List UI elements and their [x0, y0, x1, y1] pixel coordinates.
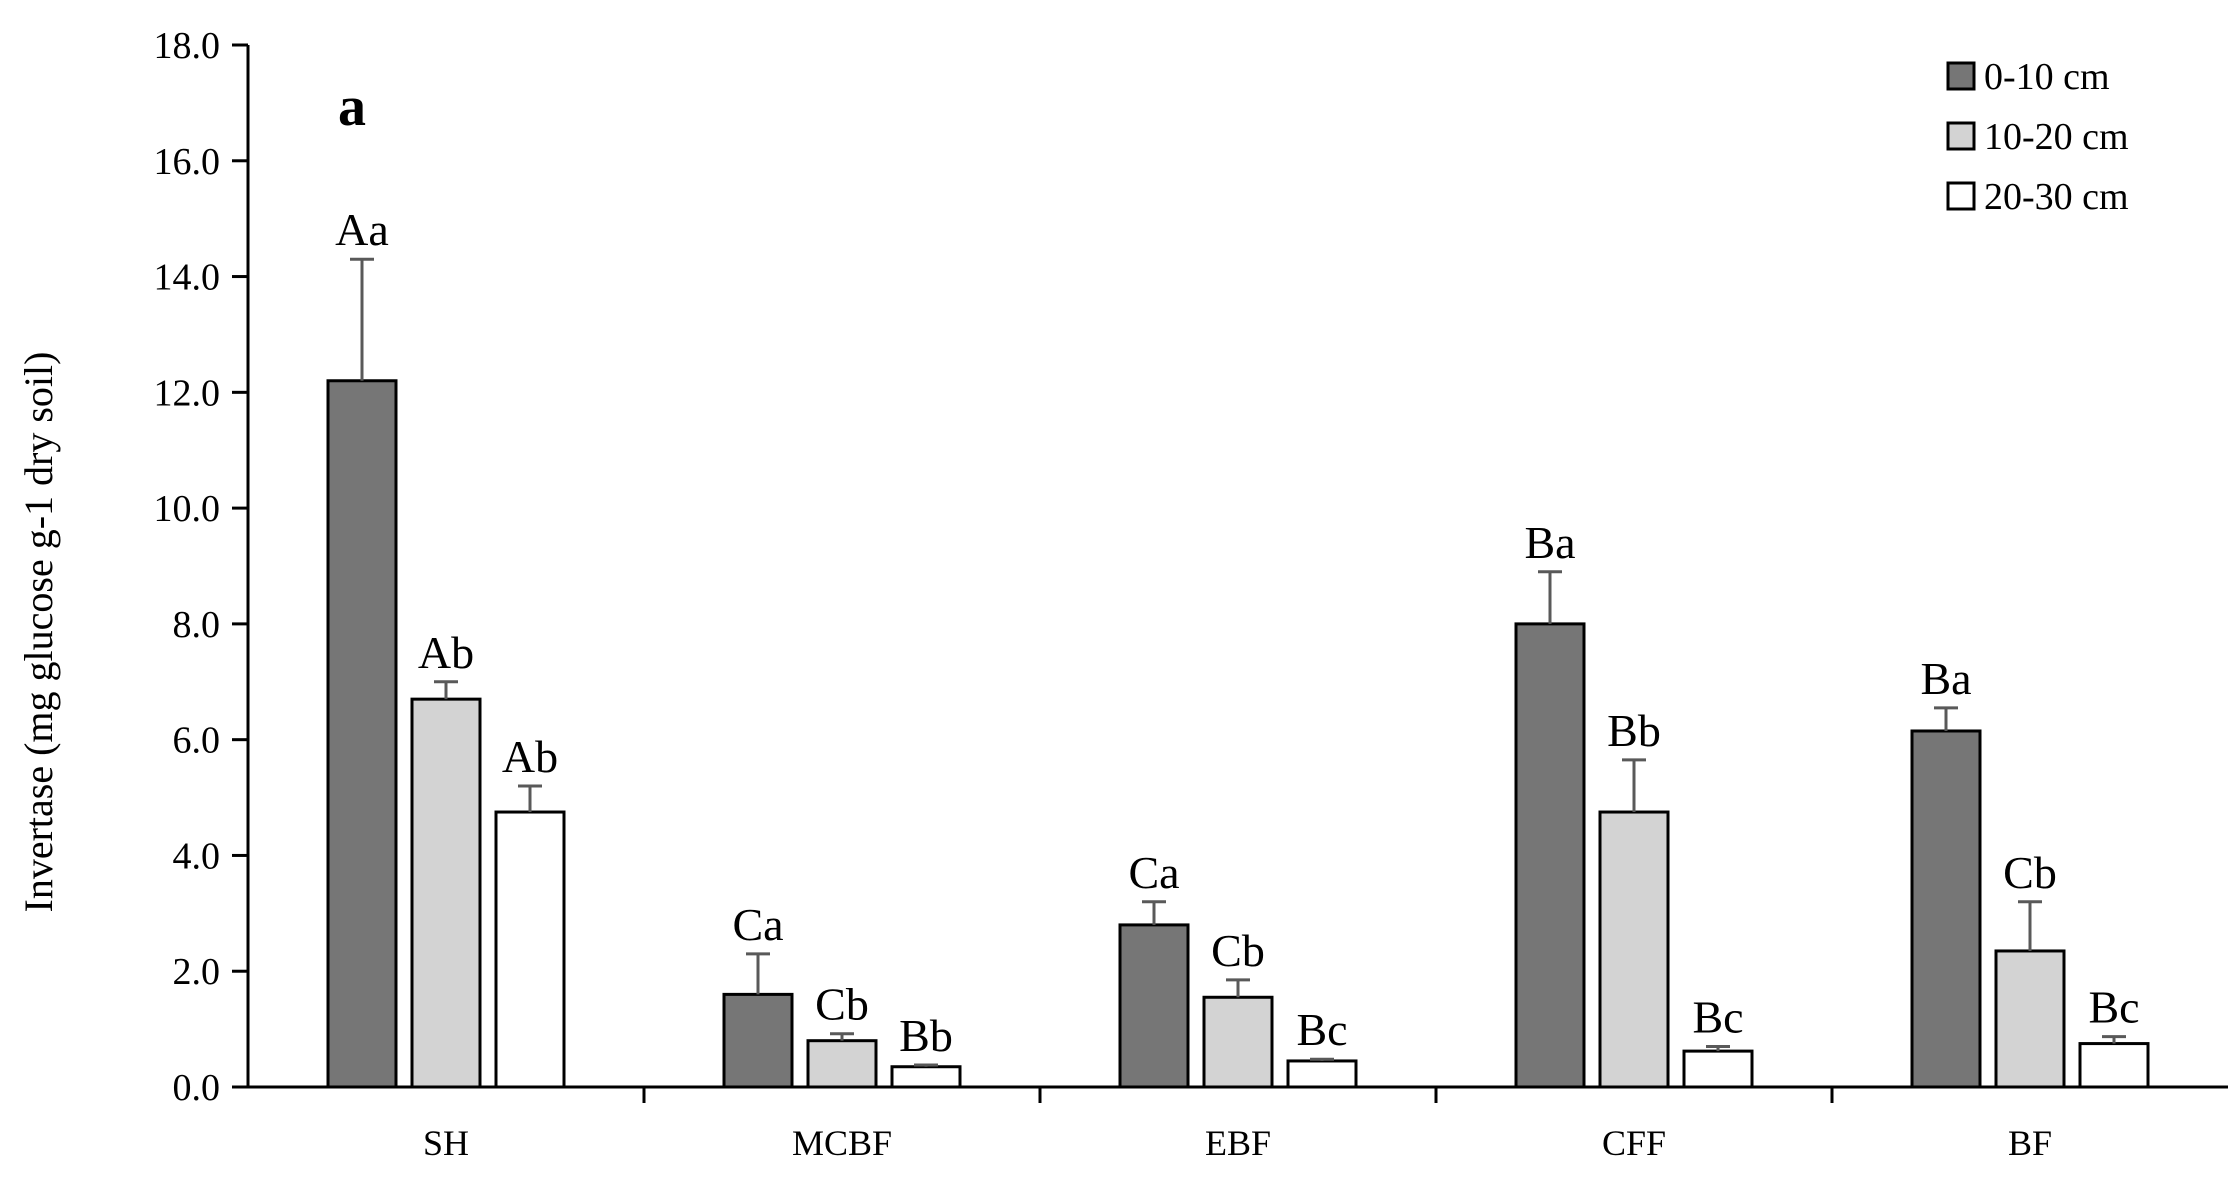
bar — [2078, 1042, 2150, 1089]
bar — [890, 1065, 962, 1089]
legend-label: 10-20 cm — [1984, 116, 2129, 158]
panel-label: a — [338, 76, 366, 138]
significance-label: Ba — [1920, 653, 1971, 704]
axes: 0.0 2.0 4.0 6.0 8.0 10.0 12.0 14.0 16.0 18.0 SH MCB… — [154, 25, 2228, 1163]
significance-label: Cb — [1211, 925, 1265, 976]
bar — [1514, 622, 1586, 1089]
legend-label: 20-30 cm — [1984, 176, 2129, 218]
legend-swatch — [1946, 121, 1976, 151]
significance-labels: Aa Ca Ca Ba Ba Ab Cb Cb Bb Cb Ab Bb Bc Bc Bc — [335, 204, 2139, 1061]
significance-label: Ba — [1524, 517, 1575, 568]
y-tick-label: 4.0 — [173, 835, 221, 877]
x-tick-label: MCBF — [792, 1123, 892, 1163]
y-tick-label: 10.0 — [154, 488, 221, 530]
significance-label: Bb — [1607, 705, 1661, 756]
legend-swatch — [1946, 181, 1976, 211]
bar — [1910, 729, 1982, 1089]
bar — [722, 992, 794, 1089]
y-tick-label: 0.0 — [173, 1067, 221, 1109]
bar — [410, 697, 482, 1089]
significance-label: Bc — [1692, 991, 1743, 1042]
x-tick-label: BF — [2008, 1123, 2052, 1163]
significance-label: Cb — [2003, 847, 2057, 898]
significance-label: Ca — [1128, 847, 1179, 898]
significance-label: Bb — [899, 1010, 953, 1061]
bar — [494, 810, 566, 1089]
significance-label: Bc — [1296, 1004, 1347, 1055]
bar — [1118, 923, 1190, 1089]
legend-label: 0-10 cm — [1984, 56, 2110, 98]
significance-label: Aa — [335, 204, 389, 255]
bar — [806, 1039, 878, 1089]
significance-label: Ab — [502, 731, 558, 782]
y-tick-label: 18.0 — [154, 25, 221, 67]
y-tick-label: 14.0 — [154, 257, 221, 299]
y-tick-label: 16.0 — [154, 141, 221, 183]
significance-label: Bc — [2088, 982, 2139, 1033]
bar — [1994, 949, 2066, 1089]
bar — [1598, 810, 1670, 1089]
y-tick-label: 2.0 — [173, 951, 221, 993]
y-tick-label: 12.0 — [154, 372, 221, 414]
bar — [1286, 1059, 1358, 1089]
bar — [1682, 1049, 1754, 1089]
significance-label: Ab — [418, 627, 474, 678]
y-tick-label: 6.0 — [173, 720, 221, 762]
y-tick-label: 8.0 — [173, 604, 221, 646]
y-axis-title: Invertase (mg glucose g-1 dry soil) — [16, 352, 61, 913]
x-tick-label: SH — [423, 1123, 469, 1163]
legend-swatch — [1946, 61, 1976, 91]
x-tick-label: EBF — [1205, 1123, 1271, 1163]
bar — [1202, 995, 1274, 1089]
x-tick-label: CFF — [1602, 1123, 1666, 1163]
significance-label: Ca — [732, 899, 783, 950]
legend: 0-10 cm 10-20 cm 20-30 cm — [1946, 56, 2129, 218]
bars — [326, 257, 2150, 1089]
significance-label: Cb — [815, 979, 869, 1030]
bar — [326, 379, 398, 1089]
